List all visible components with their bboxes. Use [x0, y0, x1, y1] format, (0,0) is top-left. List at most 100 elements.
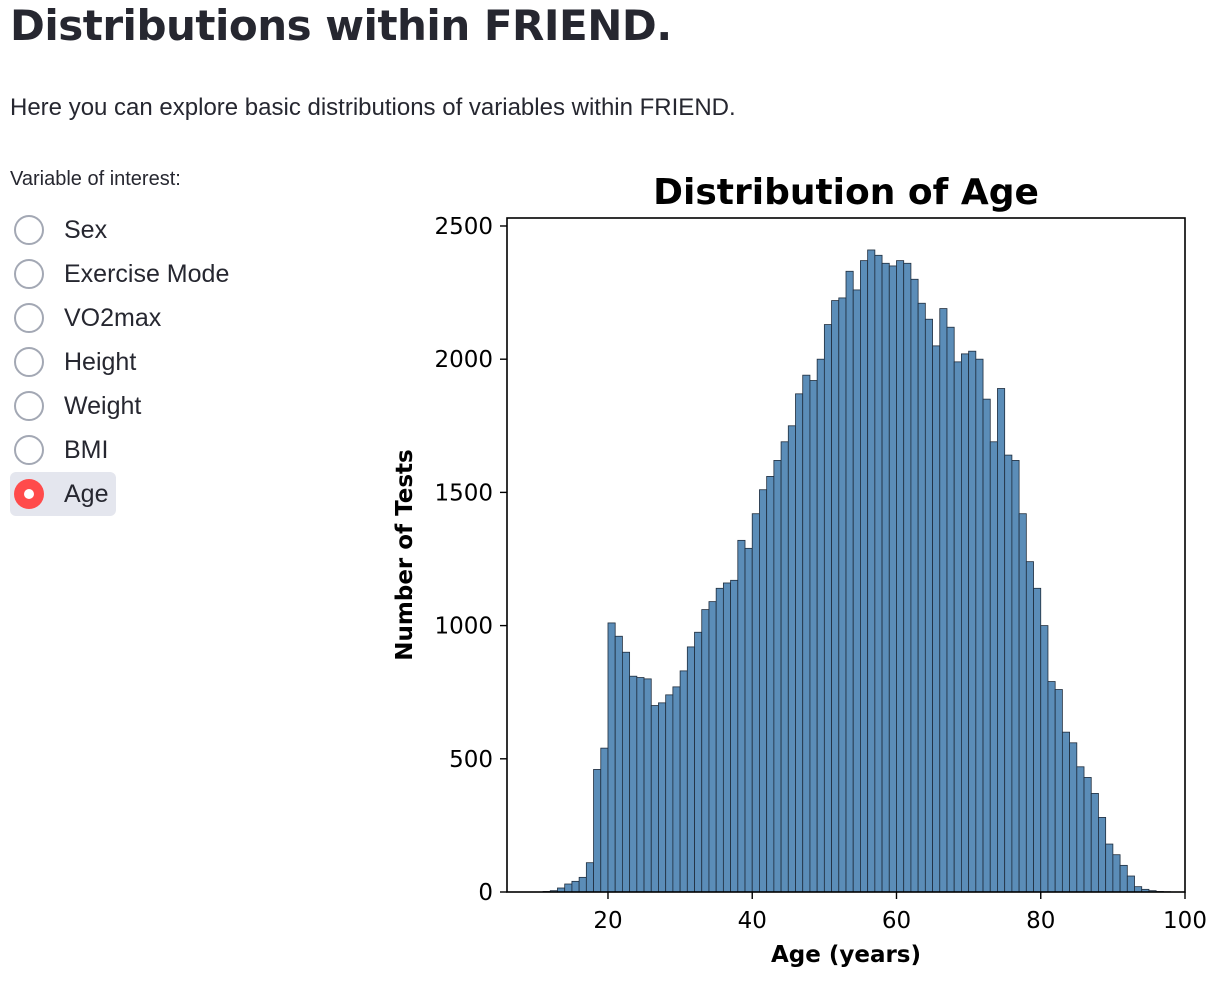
- x-tick-label: 20: [593, 908, 622, 934]
- histogram-bar: [614, 635, 623, 893]
- histogram-bar: [1061, 731, 1070, 893]
- intro-text: Here you can explore basic distributions…: [10, 94, 736, 121]
- histogram-bar: [744, 547, 753, 893]
- radio-option-age[interactable]: Age: [10, 472, 117, 516]
- histogram-bar: [910, 278, 919, 893]
- page-title: Distributions within FRIEND.: [10, 1, 672, 50]
- histogram-bar: [975, 358, 984, 893]
- histogram-bar: [773, 460, 782, 893]
- histogram-bar: [823, 324, 832, 893]
- histogram-bar: [665, 694, 674, 893]
- histogram-bar: [701, 609, 710, 893]
- histogram-bar: [852, 289, 861, 893]
- radio-option-sex[interactable]: Sex: [10, 208, 115, 252]
- radio-circle-icon[interactable]: [14, 435, 44, 465]
- histogram-bar: [636, 677, 645, 893]
- histogram-bar: [766, 476, 775, 893]
- histogram-bar: [1054, 689, 1063, 893]
- histogram-bar: [1105, 843, 1114, 893]
- radio-circle-icon[interactable]: [14, 303, 44, 333]
- y-tick-label: 1500: [434, 480, 493, 506]
- radio-circle-icon[interactable]: [14, 391, 44, 421]
- histogram-bar: [759, 489, 768, 893]
- histogram-bar: [715, 587, 724, 893]
- radio-option-label: Age: [64, 479, 109, 508]
- histogram-bar: [838, 297, 847, 893]
- histogram-bar: [795, 393, 804, 893]
- histogram-bar: [585, 862, 594, 893]
- y-tick-label: 1000: [434, 614, 493, 640]
- histogram-bar: [1112, 854, 1121, 893]
- histogram-bar: [708, 601, 717, 893]
- y-tick-label: 500: [449, 747, 493, 773]
- radio-option-label: Exercise Mode: [64, 259, 230, 288]
- radio-circle-icon[interactable]: [14, 479, 44, 509]
- histogram-bar: [1090, 793, 1099, 893]
- histogram-bar: [1040, 625, 1049, 893]
- histogram-bar: [997, 388, 1006, 893]
- histogram-bar: [961, 353, 970, 893]
- histogram-bar: [816, 358, 825, 893]
- histogram-bar: [982, 398, 991, 893]
- histogram-bar: [751, 513, 760, 893]
- histogram-bar: [686, 646, 695, 893]
- variable-radio-group: Sex Exercise Mode VO2max Height Weight B…: [10, 208, 237, 516]
- histogram-bar: [643, 678, 652, 893]
- radio-option-height[interactable]: Height: [10, 340, 144, 384]
- histogram-bar: [1025, 561, 1034, 893]
- radio-option-label: Weight: [64, 391, 142, 420]
- radio-option-exercise-mode[interactable]: Exercise Mode: [10, 252, 237, 296]
- chart-title: Distribution of Age: [653, 172, 1039, 213]
- x-tick-label: 100: [1163, 908, 1207, 934]
- x-tick-label: 60: [882, 908, 911, 934]
- histogram-bar: [1069, 742, 1078, 893]
- histogram-bar: [1119, 864, 1128, 893]
- y-axis-label: Number of Tests: [392, 449, 418, 660]
- radio-option-label: Height: [64, 347, 137, 376]
- histogram-bar: [571, 880, 580, 893]
- histogram-bar: [989, 441, 998, 893]
- histogram-bar: [953, 361, 962, 893]
- histogram-bar: [1098, 817, 1107, 893]
- x-tick-label: 40: [738, 908, 767, 934]
- histogram-bar: [1126, 875, 1135, 893]
- histogram-bar: [629, 675, 638, 893]
- histogram-bar: [874, 254, 883, 893]
- histogram-bar: [679, 670, 688, 893]
- histogram-bar: [607, 622, 616, 893]
- histogram-bar: [809, 380, 818, 893]
- histogram-bar: [730, 579, 739, 893]
- histogram-bar: [939, 308, 948, 893]
- histogram-bar: [867, 249, 876, 893]
- histogram-bar: [845, 270, 854, 893]
- histogram-bar: [1004, 454, 1013, 893]
- histogram-bar: [780, 441, 789, 893]
- histogram-bar: [968, 350, 977, 893]
- radio-option-bmi[interactable]: BMI: [10, 428, 116, 472]
- y-tick-label: 2500: [434, 214, 493, 240]
- radio-option-label: Sex: [64, 215, 108, 244]
- radio-option-label: VO2max: [64, 303, 162, 332]
- histogram-bar: [787, 425, 796, 893]
- histogram-bar: [694, 631, 703, 893]
- radio-circle-icon[interactable]: [14, 215, 44, 245]
- histogram-bar: [1083, 777, 1092, 893]
- radio-option-weight[interactable]: Weight: [10, 384, 149, 428]
- histogram-bar: [860, 260, 869, 893]
- radio-option-vo2max[interactable]: VO2max: [10, 296, 169, 340]
- x-tick-label: 80: [1026, 908, 1055, 934]
- histogram-bar: [1011, 460, 1020, 893]
- y-tick-label: 0: [478, 880, 493, 906]
- histogram-bar: [564, 883, 573, 893]
- histogram-bar: [831, 300, 840, 893]
- radio-circle-icon[interactable]: [14, 259, 44, 289]
- histogram-bar: [578, 876, 587, 893]
- histogram-bar: [946, 326, 955, 893]
- histogram-bar: [881, 262, 890, 893]
- x-axis-label: Age (years): [771, 942, 921, 968]
- histogram-bar: [650, 705, 659, 893]
- histogram-bar: [672, 686, 681, 893]
- radio-circle-icon[interactable]: [14, 347, 44, 377]
- histogram-bar: [1018, 513, 1027, 893]
- histogram-bar: [888, 265, 897, 893]
